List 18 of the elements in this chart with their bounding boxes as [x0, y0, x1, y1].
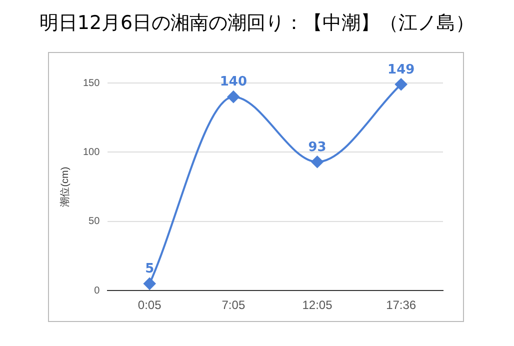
x-tick-label: 7:05 — [222, 298, 246, 312]
y-tick-label: 100 — [82, 146, 100, 158]
chart-title: 明日12月6日の湘南の潮回り：【中潮】（江ノ島） — [38, 11, 476, 36]
x-tick-label: 12:05 — [302, 298, 333, 312]
y-tick-label: 50 — [88, 216, 100, 228]
data-label: 5 — [145, 262, 154, 277]
point — [311, 156, 324, 168]
x-tick-label: 17:36 — [386, 298, 416, 312]
point — [395, 78, 408, 90]
y-axis-title: 潮位(cm) — [58, 166, 71, 207]
point — [227, 90, 240, 103]
data-label: 140 — [220, 74, 247, 90]
point — [144, 278, 156, 290]
data-label: 149 — [388, 62, 415, 78]
data-label: 93 — [308, 140, 326, 155]
y-tick-label: 150 — [82, 78, 100, 89]
x-tick-label: 0:05 — [138, 298, 162, 312]
y-tick-label: 0 — [94, 285, 100, 296]
